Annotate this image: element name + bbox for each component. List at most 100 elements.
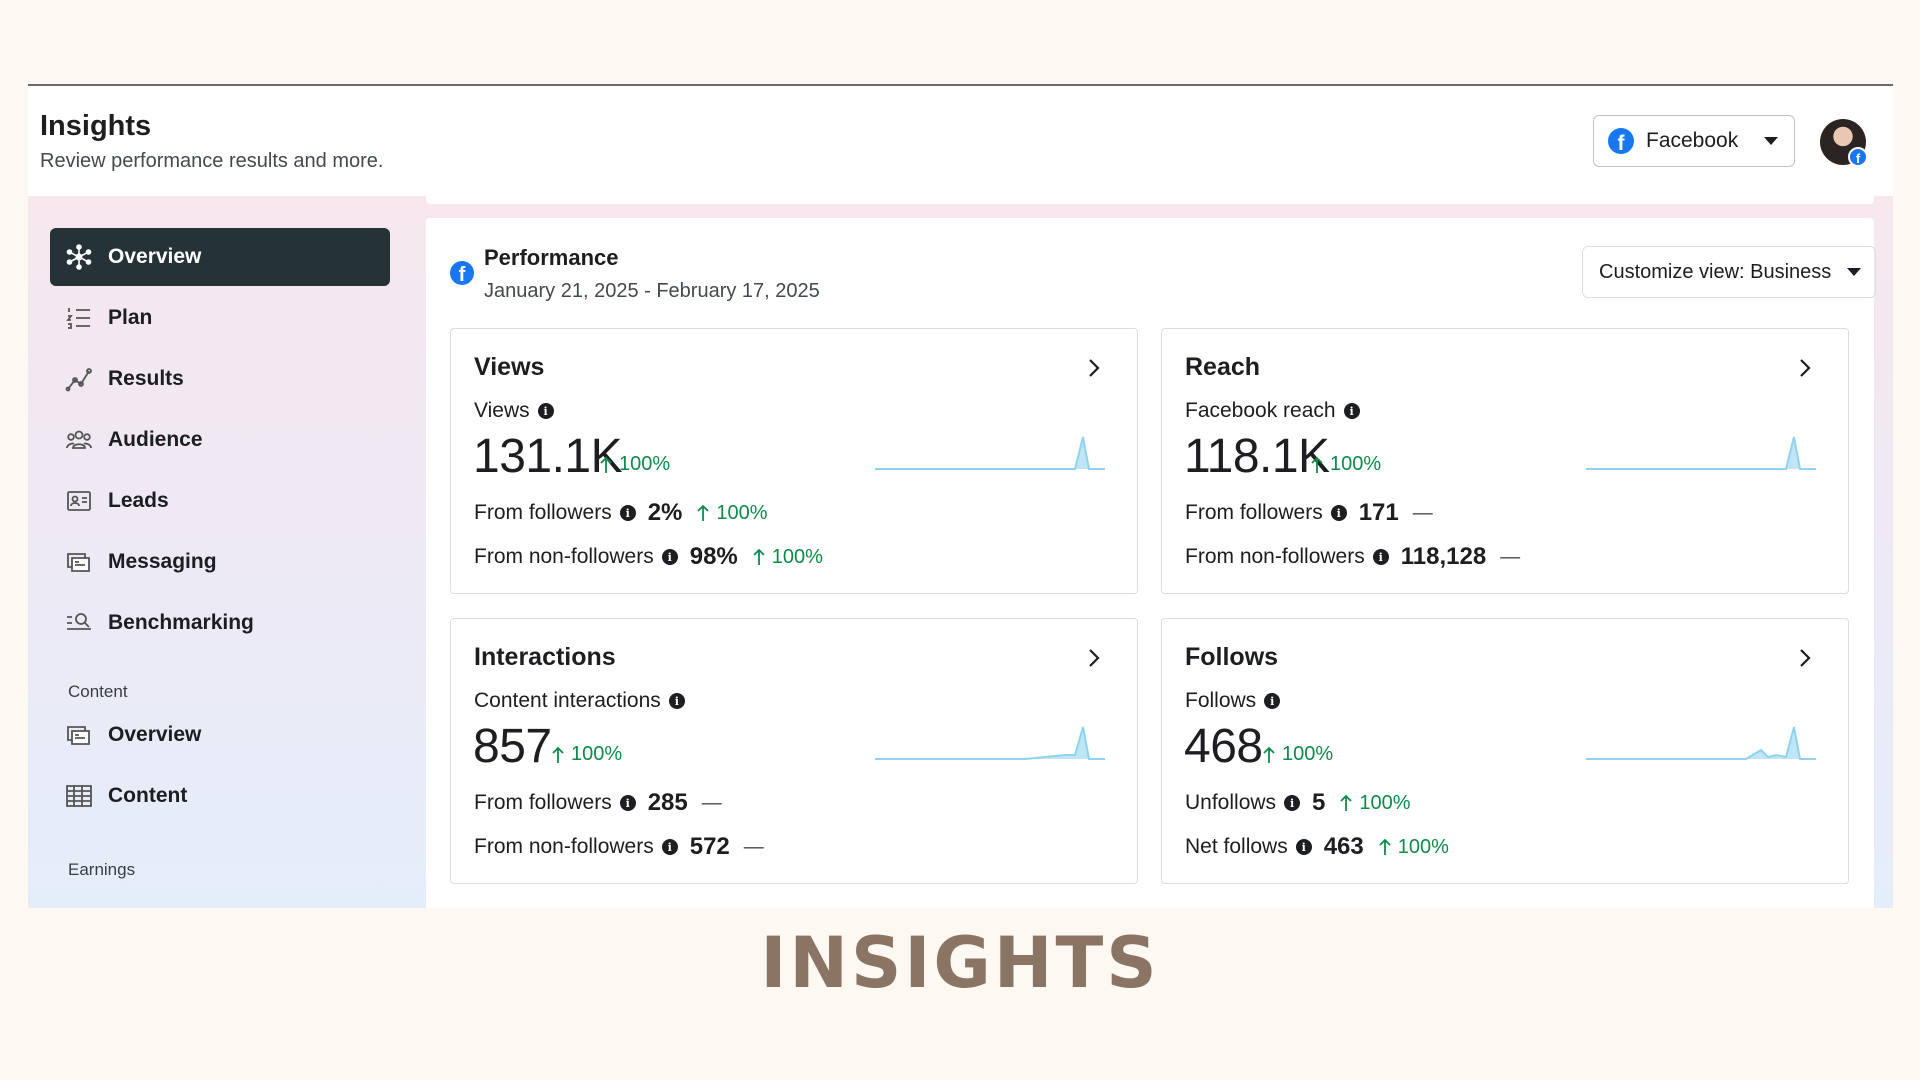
sidebar-item-overview[interactable]: Overview [50, 228, 390, 286]
customize-view-dropdown[interactable]: Customize view: Business [1582, 246, 1876, 298]
plan-icon [64, 303, 94, 333]
metric-label-text: Follows [1185, 689, 1257, 712]
date-range: January 21, 2025 - February 17, 2025 [484, 280, 820, 302]
views-card[interactable]: Views Views i 131.1K 100% From followers… [450, 328, 1138, 594]
arrow-up-icon [697, 504, 710, 521]
interactions-sparkline [875, 726, 1105, 760]
sidebar-item-label: Content [108, 784, 188, 807]
metric-change-text: 100% [1282, 743, 1334, 765]
arrow-up-icon [1379, 838, 1391, 855]
arrow-up-icon [1340, 794, 1353, 811]
stat-change-text: 100% [716, 501, 768, 524]
reach-card[interactable]: Reach Facebook reach i 118.1K 100% From … [1161, 328, 1849, 594]
arrow-up-icon [753, 548, 765, 565]
stat-row-unfollows: Unfollows i 5 100% [1185, 789, 1411, 817]
stat-value: 2% [647, 499, 683, 526]
views-sparkline [875, 436, 1105, 470]
metric-value: 857 [473, 720, 552, 773]
page-subtitle: Review performance results and more. [40, 150, 384, 172]
info-icon[interactable]: i [661, 549, 678, 565]
stat-value: 463 [1323, 833, 1364, 860]
stat-change-text: 100% [1397, 835, 1449, 858]
stat-label: From followers [474, 501, 612, 524]
info-icon[interactable]: i [537, 403, 554, 419]
sidebar-item-label: Benchmarking [108, 611, 254, 634]
facebook-icon: f [1608, 128, 1634, 154]
stat-value: 118,128 [1400, 543, 1487, 570]
stat-change: — [743, 835, 764, 858]
stat-label: From non-followers [474, 545, 654, 568]
metric-label: Facebook reach i [1185, 399, 1360, 423]
sidebar-item-content-overview[interactable]: Overview [50, 706, 390, 764]
sidebar-item-plan[interactable]: Plan [50, 289, 390, 347]
results-icon [64, 364, 94, 394]
avatar[interactable]: f [1820, 119, 1868, 167]
caret-down-icon [1764, 137, 1779, 145]
performance-title: Performance [484, 245, 619, 270]
stat-label: From followers [1185, 501, 1323, 524]
page-title: Insights [40, 110, 152, 142]
info-icon[interactable]: i [1295, 839, 1312, 855]
sidebar: Overview Plan Results Audience [28, 196, 428, 908]
stat-value: 98% [689, 543, 738, 570]
sidebar-item-label: Plan [108, 306, 153, 329]
stat-change-text: 100% [771, 545, 823, 568]
metric-change: 100% [1310, 453, 1381, 476]
follows-sparkline [1586, 726, 1816, 760]
chevron-right-icon[interactable] [1792, 355, 1818, 381]
info-icon[interactable]: i [619, 505, 636, 521]
stat-value: 285 [647, 789, 688, 816]
sidebar-item-label: Overview [108, 245, 202, 268]
audience-icon [64, 425, 94, 455]
content-area: Overview Plan Results Audience [28, 196, 1893, 908]
performance-panel: f Performance January 21, 2025 - Februar… [426, 218, 1876, 908]
chevron-right-icon[interactable] [1792, 645, 1818, 671]
info-icon[interactable]: i [661, 839, 678, 855]
metric-change-text: 100% [571, 743, 623, 765]
sidebar-item-content[interactable]: Content [50, 767, 390, 825]
content-section-label: Content [68, 682, 128, 701]
info-icon[interactable]: i [1372, 549, 1389, 565]
interactions-card[interactable]: Interactions Content interactions i 857 … [450, 618, 1138, 884]
earnings-section-label: Earnings [68, 860, 136, 879]
facebook-icon: f [450, 261, 474, 285]
metric-value: 468 [1184, 720, 1263, 773]
overview-icon [64, 242, 94, 272]
stat-label: Unfollows [1185, 791, 1277, 814]
chevron-right-icon[interactable] [1081, 645, 1107, 671]
stat-row-from-followers: From followers i 171 — [1185, 499, 1433, 527]
metric-change: 100% [599, 453, 670, 476]
stat-change: 100% [752, 546, 823, 569]
sidebar-item-messaging[interactable]: Messaging [50, 533, 390, 591]
sidebar-item-label: Results [108, 367, 184, 390]
chevron-right-icon[interactable] [1081, 355, 1107, 381]
platform-dropdown-label: Facebook [1646, 129, 1739, 152]
info-icon[interactable]: i [1264, 693, 1281, 709]
metric-label: Views i [474, 399, 554, 423]
info-icon[interactable]: i [1330, 505, 1347, 521]
leads-icon [64, 486, 94, 516]
sidebar-item-audience[interactable]: Audience [50, 411, 390, 469]
stat-row-from-followers: From followers i 285 — [474, 789, 722, 817]
stat-change: — [1500, 545, 1521, 568]
stat-change: — [1412, 501, 1433, 524]
info-icon[interactable]: i [619, 795, 636, 811]
metric-label: Content interactions i [474, 689, 685, 713]
sidebar-item-leads[interactable]: Leads [50, 472, 390, 530]
follows-card[interactable]: Follows Follows i 468 100% Unfollows i 5 [1161, 618, 1849, 884]
sidebar-item-label: Audience [108, 428, 203, 451]
messaging-icon [64, 547, 94, 577]
info-icon[interactable]: i [1343, 403, 1360, 419]
sidebar-item-benchmarking[interactable]: Benchmarking [50, 594, 390, 652]
stat-row-from-non-followers: From non-followers i 118,128 — [1185, 543, 1520, 571]
stat-value: 572 [689, 833, 730, 860]
info-icon[interactable]: i [1284, 795, 1301, 811]
sidebar-item-results[interactable]: Results [50, 350, 390, 408]
metric-label-text: Content interactions [474, 689, 661, 712]
metric-label-text: Views [474, 399, 530, 422]
info-icon[interactable]: i [668, 693, 685, 709]
content-table-icon [64, 781, 94, 811]
arrow-up-icon [552, 746, 564, 763]
sidebar-item-label: Messaging [108, 550, 217, 573]
platform-dropdown[interactable]: f Facebook [1593, 115, 1795, 167]
